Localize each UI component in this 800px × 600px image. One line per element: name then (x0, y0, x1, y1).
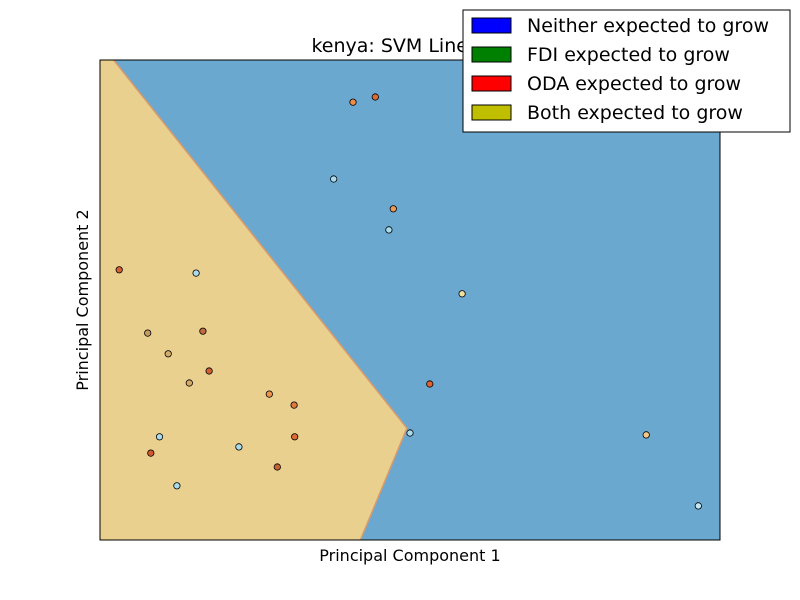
decision-region-1 (100, 60, 407, 540)
data-point (185, 379, 193, 387)
data-point (642, 431, 650, 439)
legend-label: Neither expected to grow (527, 15, 769, 37)
data-point (458, 290, 466, 298)
data-point (265, 390, 273, 398)
data-point (164, 350, 172, 358)
data-point (426, 380, 434, 388)
data-point (330, 175, 338, 183)
data-point (349, 98, 357, 106)
plot-frame (99, 59, 721, 541)
data-point (371, 93, 379, 101)
data-point (199, 327, 207, 335)
decision-region-2 (113, 60, 721, 540)
data-point (192, 269, 200, 277)
data-point (235, 443, 243, 451)
data-point (147, 449, 155, 457)
data-point (205, 367, 213, 375)
data-point (389, 205, 397, 213)
data-point (173, 482, 181, 490)
data-point (144, 329, 152, 337)
legend-item: Neither expected to grow (471, 15, 769, 37)
data-point (694, 502, 702, 510)
data-point (290, 401, 298, 409)
data-point (406, 429, 414, 437)
data-point (291, 433, 299, 441)
data-point (155, 433, 164, 441)
data-point (115, 266, 123, 274)
data-point (385, 226, 393, 234)
legend-label: ODA expected to grow (527, 73, 741, 95)
y-axis-label: Principal Component 2 (73, 209, 92, 390)
legend-item: ODA expected to grow (471, 73, 741, 95)
legend-label: FDI expected to grow (527, 44, 730, 66)
x-axis-label: Principal Component 1 (319, 546, 500, 565)
data-point (273, 463, 281, 471)
legend-swatch (471, 46, 512, 63)
chart-title: kenya: SVM Linear-O (311, 35, 508, 57)
decision-regions (100, 60, 721, 540)
scatter-points (115, 93, 702, 510)
legend-item: FDI expected to grow (471, 44, 730, 66)
decision-boundary (113, 59, 408, 541)
legend-swatch (471, 104, 512, 121)
legend-item: Both expected to grow (471, 102, 743, 124)
legend: Neither expected to grow FDI expected to … (462, 9, 791, 133)
legend-box (462, 9, 791, 133)
legend-swatch (471, 17, 512, 34)
legend-swatch (471, 75, 512, 92)
legend-label: Both expected to grow (527, 102, 743, 124)
boundary-line (113, 59, 408, 541)
